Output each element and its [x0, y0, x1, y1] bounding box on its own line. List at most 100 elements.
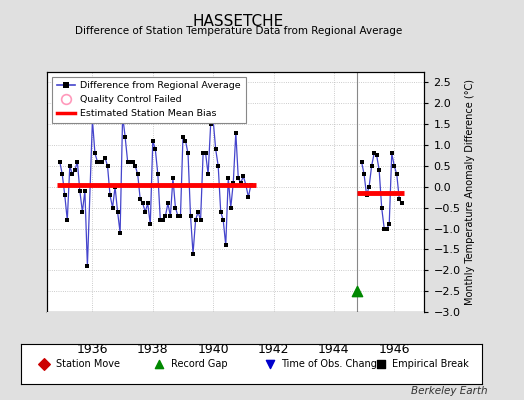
Point	[73, 158, 82, 165]
Y-axis label: Monthly Temperature Anomaly Difference (°C): Monthly Temperature Anomaly Difference (…	[465, 79, 475, 305]
Point	[395, 196, 403, 202]
Point	[163, 200, 172, 207]
Point	[121, 134, 129, 140]
Point	[363, 192, 371, 198]
Point	[159, 217, 167, 223]
Point	[187, 213, 195, 219]
Point	[138, 200, 147, 207]
Point	[216, 209, 225, 215]
Point	[151, 146, 159, 152]
Point	[146, 221, 155, 228]
Point	[184, 150, 192, 156]
Point	[194, 209, 202, 215]
Point	[376, 361, 385, 367]
Point	[244, 194, 253, 200]
Point	[131, 163, 139, 169]
Point	[81, 188, 89, 194]
Point	[239, 173, 247, 180]
Point	[201, 150, 210, 156]
Point	[365, 184, 373, 190]
Point	[176, 213, 184, 219]
Point	[209, 117, 217, 123]
Point	[169, 175, 177, 182]
Point	[126, 158, 134, 165]
Point	[199, 150, 208, 156]
Text: Difference of Station Temperature Data from Regional Average: Difference of Station Temperature Data f…	[75, 26, 402, 36]
Text: Record Gap: Record Gap	[171, 359, 227, 369]
Point	[360, 171, 368, 178]
Point	[63, 217, 71, 223]
Point	[375, 167, 384, 173]
Point	[191, 217, 200, 223]
Point	[144, 200, 152, 207]
Point	[171, 204, 180, 211]
Point	[370, 150, 378, 156]
Text: Time of Obs. Change: Time of Obs. Change	[281, 359, 384, 369]
Point	[58, 171, 67, 178]
Point	[113, 209, 122, 215]
Point	[56, 158, 64, 165]
Legend: Difference from Regional Average, Quality Control Failed, Estimated Station Mean: Difference from Regional Average, Qualit…	[52, 77, 246, 123]
Point	[166, 213, 174, 219]
Point	[134, 171, 142, 178]
Point	[124, 158, 132, 165]
Point	[88, 117, 96, 123]
Point	[66, 163, 74, 169]
Point	[385, 221, 394, 228]
Point	[179, 134, 187, 140]
Point	[229, 180, 237, 186]
Point	[206, 121, 215, 127]
Text: Berkeley Earth: Berkeley Earth	[411, 386, 487, 396]
Point	[103, 163, 112, 169]
Point	[161, 213, 170, 219]
Point	[75, 188, 84, 194]
Point	[234, 175, 243, 182]
Point	[68, 171, 77, 178]
Point	[214, 163, 222, 169]
Point	[174, 213, 182, 219]
Point	[141, 209, 149, 215]
Point	[83, 263, 92, 269]
Point	[226, 204, 235, 211]
Point	[357, 158, 366, 165]
Point	[61, 192, 69, 198]
Point	[367, 163, 376, 169]
Point	[390, 163, 398, 169]
Point	[91, 150, 99, 156]
Point	[189, 250, 197, 257]
Point	[222, 242, 230, 248]
Point	[398, 200, 406, 207]
Point	[219, 217, 227, 223]
Point	[99, 158, 107, 165]
Point	[352, 288, 361, 294]
Point	[212, 146, 220, 152]
Point	[128, 158, 137, 165]
Text: HASSETCHE: HASSETCHE	[193, 14, 284, 29]
Point	[380, 225, 388, 232]
Point	[40, 361, 48, 367]
Point	[96, 158, 104, 165]
Point	[154, 171, 162, 178]
Point	[383, 225, 391, 232]
Point	[149, 138, 157, 144]
Point	[106, 192, 114, 198]
Point	[232, 129, 240, 136]
Point	[237, 180, 245, 186]
Point	[116, 230, 124, 236]
Point	[155, 361, 163, 367]
Point	[377, 204, 386, 211]
Point	[266, 361, 274, 367]
Point	[118, 113, 127, 119]
Point	[71, 167, 79, 173]
Point	[101, 154, 109, 161]
Point	[204, 171, 212, 178]
Point	[93, 158, 102, 165]
Point	[108, 204, 117, 211]
Point	[111, 184, 119, 190]
Point	[247, 182, 255, 188]
Text: Station Move: Station Move	[56, 359, 119, 369]
Point	[78, 209, 86, 215]
Point	[242, 182, 250, 188]
Point	[392, 171, 401, 178]
Text: Empirical Break: Empirical Break	[392, 359, 469, 369]
